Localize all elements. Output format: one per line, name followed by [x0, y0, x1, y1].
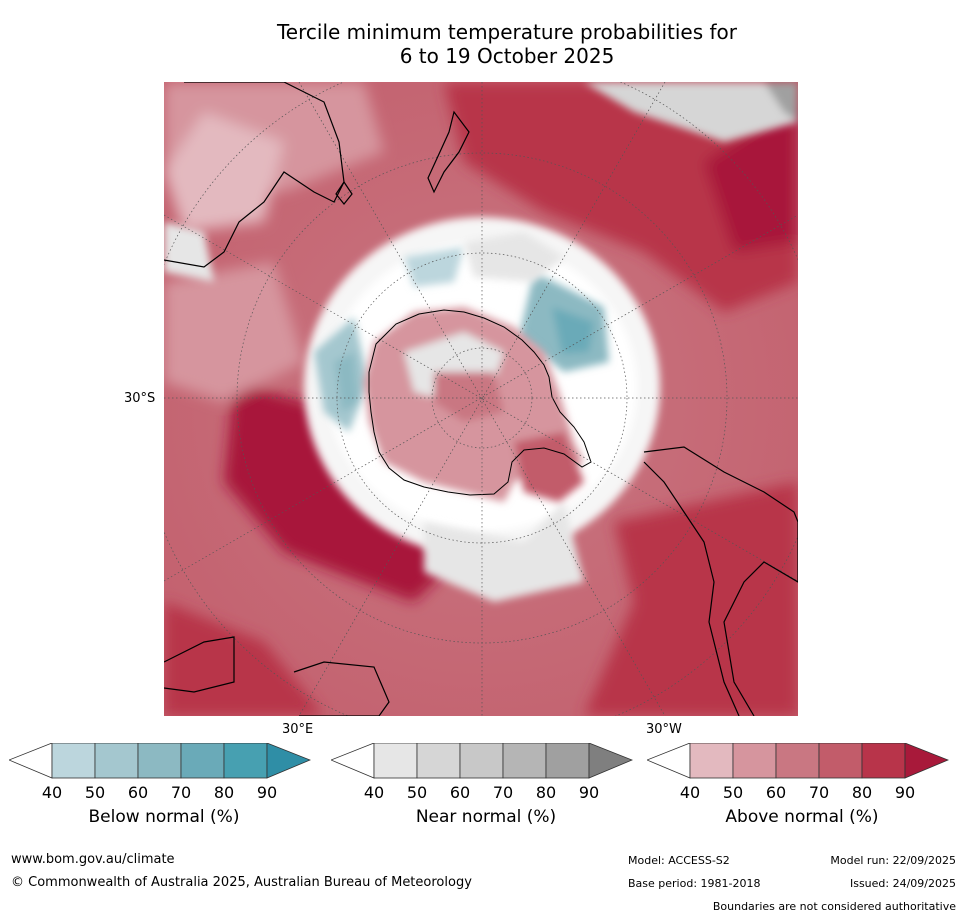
model-run-date: Model run: 22/09/2025	[830, 854, 956, 867]
swatch-80-90	[861, 743, 906, 779]
grid-lines	[164, 82, 798, 716]
colorbar-near-normal-label: Near normal (%)	[415, 807, 557, 827]
madagascar-coast	[293, 661, 390, 716]
swatch-50-60	[732, 743, 777, 779]
swatch-over	[588, 743, 633, 779]
swatch-70-80	[502, 743, 547, 779]
near-normal-patches	[164, 82, 798, 602]
colorbar-above-normal-label: Above normal (%)	[725, 807, 879, 827]
swatch-60-70	[459, 743, 504, 779]
tick-label: 40	[363, 783, 385, 802]
swatch-80-90	[545, 743, 590, 779]
swatch-over	[266, 743, 311, 779]
model-name: Model: ACCESS-S2	[628, 854, 730, 867]
tick-label: 90	[894, 783, 916, 802]
tick-label: 50	[722, 783, 744, 802]
swatch-40-50	[51, 743, 96, 779]
map-title: Tercile minimum temperature probabilitie…	[0, 20, 965, 68]
africa-coast	[164, 636, 235, 693]
new-zealand-coast	[427, 110, 470, 194]
swatch-70-80	[818, 743, 863, 779]
swatch-under	[9, 743, 53, 779]
swatch-over	[904, 743, 949, 779]
colorbar-above-normal-swatches	[647, 743, 949, 779]
swatch-under	[647, 743, 691, 779]
base-period: Base period: 1981-2018	[628, 877, 761, 890]
tick-label: 60	[765, 783, 787, 802]
tick-label: 90	[256, 783, 278, 802]
tick-label: 90	[578, 783, 600, 802]
swatch-70-80	[180, 743, 225, 779]
south-america-coast-west	[643, 461, 740, 716]
boundaries-disclaimer: Boundaries are not considered authoritat…	[712, 900, 956, 913]
tick-label: 80	[213, 783, 235, 802]
below-normal-patches	[314, 247, 609, 432]
latitude-label-30s: 30°S	[124, 391, 156, 406]
colorbar-near-normal-swatches	[331, 743, 633, 779]
tick-label: 50	[406, 783, 428, 802]
swatch-40-50	[689, 743, 734, 779]
swatch-60-70	[775, 743, 820, 779]
colorbar-below-normal: 40 50 60 70 80 90 Below normal (%)	[9, 743, 319, 843]
tick-label: 40	[679, 783, 701, 802]
tick-label: 70	[492, 783, 514, 802]
colorbar-below-normal-swatches	[9, 743, 311, 779]
title-line-2: 6 to 19 October 2025	[399, 44, 615, 68]
antarctica-coastline	[368, 309, 592, 496]
colorbar-near-normal: 40 50 60 70 80 90 Near normal (%)	[331, 743, 641, 843]
longitude-label-30e: 30°E	[282, 722, 314, 737]
swatch-50-60	[416, 743, 461, 779]
tick-label: 40	[41, 783, 63, 802]
colorbar-above-normal: 40 50 60 70 80 90 Above normal (%)	[647, 743, 957, 843]
swatch-50-60	[94, 743, 139, 779]
tick-label: 60	[127, 783, 149, 802]
tick-label: 60	[449, 783, 471, 802]
swatch-under	[331, 743, 375, 779]
issued-date: Issued: 24/09/2025	[849, 877, 956, 890]
tick-label: 50	[84, 783, 106, 802]
antarctica	[364, 307, 584, 502]
continent-outlines	[164, 82, 798, 716]
australia-coast	[164, 82, 345, 268]
colorbar-below-normal-label: Below normal (%)	[88, 807, 240, 827]
tick-label: 70	[808, 783, 830, 802]
tasmania-coast	[335, 180, 353, 205]
swatch-60-70	[137, 743, 182, 779]
tick-label: 80	[535, 783, 557, 802]
swatch-80-90	[223, 743, 268, 779]
tick-label: 80	[851, 783, 873, 802]
website-link[interactable]: www.bom.gov.au/climate	[11, 852, 175, 867]
tick-label: 70	[170, 783, 192, 802]
copyright-text: © Commonwealth of Australia 2025, Austra…	[11, 875, 472, 890]
swatch-40-50	[373, 743, 418, 779]
south-america-coast	[643, 446, 798, 716]
title-line-1: Tercile minimum temperature probabilitie…	[276, 20, 738, 44]
longitude-label-30w: 30°W	[646, 722, 682, 737]
probability-map	[164, 82, 798, 716]
